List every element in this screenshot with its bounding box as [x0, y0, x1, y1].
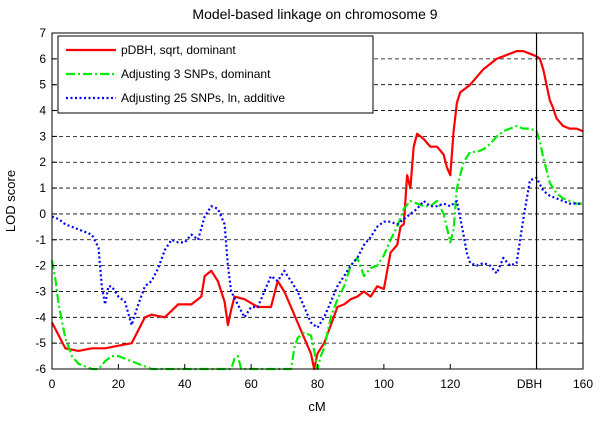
series-line-3	[51, 176, 583, 329]
y-tick-label: -5	[35, 336, 46, 350]
x-tick-label: 80	[311, 377, 325, 391]
y-tick-label: 7	[39, 26, 46, 40]
tick-labels: 0 20 40 60 80 100 120 160 DBH -6 -5 -4 -3 -2 -1 0 1 2 3 4 5 6…	[35, 26, 593, 391]
y-tick-label: 2	[39, 155, 46, 169]
x-tick-label: 120	[440, 377, 460, 391]
y-tick-label: 0	[39, 207, 46, 221]
y-tick-label: 5	[39, 78, 46, 92]
series-line-1	[51, 49, 584, 371]
series-line-2	[50, 124, 583, 371]
legend-label-pdbh: pDBH, sqrt, dominant	[121, 43, 236, 57]
y-tick-label: 6	[39, 52, 46, 66]
y-axis-label: LOD score	[3, 170, 18, 232]
chart-title: Model-based linkage on chromosome 9	[192, 6, 437, 22]
x-tick-label: 160	[573, 377, 593, 391]
x-axis-label: cM	[308, 399, 325, 414]
y-tick-label: -1	[35, 233, 46, 247]
x-tick-label: 40	[178, 377, 192, 391]
y-tick-label: -4	[35, 310, 46, 324]
y-tick-label: 4	[39, 104, 46, 118]
gridlines	[52, 58, 583, 344]
legend: pDBH, sqrt, dominant Adjusting 3 SNPs, d…	[57, 35, 374, 114]
legend-box	[57, 35, 374, 114]
x-tick-label: 60	[244, 377, 258, 391]
legend-label-3snps: Adjusting 3 SNPs, dominant	[121, 67, 271, 81]
legend-label-25snps: Adjusting 25 SNPs, ln, additive	[121, 91, 285, 105]
series-layer	[50, 49, 584, 371]
y-tick-label: 3	[39, 129, 46, 143]
x-tick-label: 0	[49, 377, 56, 391]
y-tick-label: -2	[35, 259, 46, 273]
x-tick-label: 100	[374, 377, 394, 391]
x-tick-label: 20	[112, 377, 126, 391]
x-tick-label-dbh: DBH	[517, 377, 542, 391]
y-tick-label: -3	[35, 284, 46, 298]
y-tick-label: 1	[39, 181, 46, 195]
axis-ticks	[51, 32, 584, 370]
y-tick-label: -6	[35, 362, 46, 376]
